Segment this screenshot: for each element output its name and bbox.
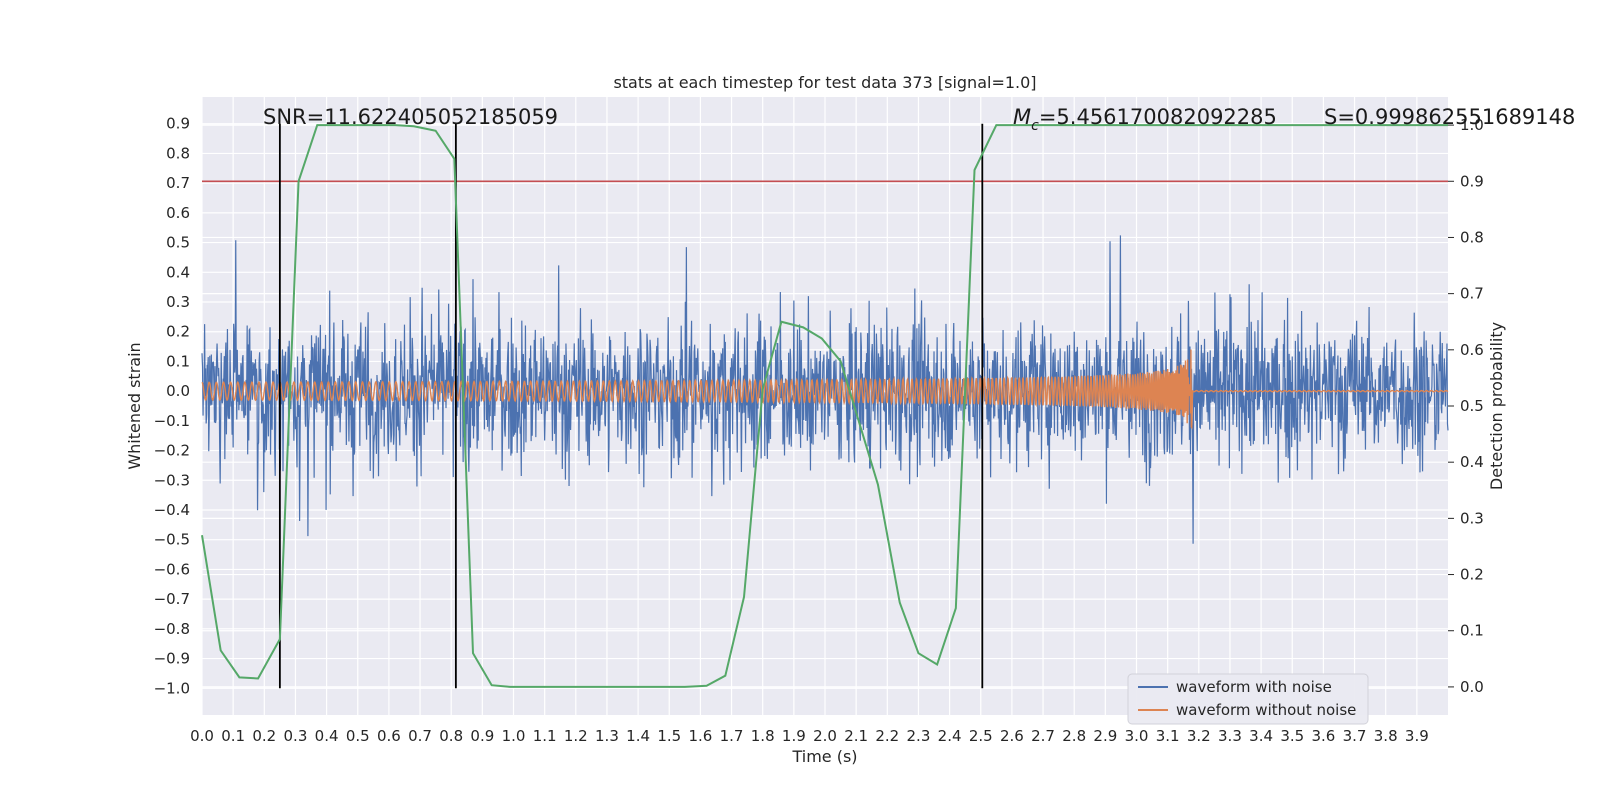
x-tick-label: 3.6 (1311, 727, 1335, 745)
x-tick-label: 2.8 (1062, 727, 1086, 745)
x-tick-label: 2.6 (1000, 727, 1024, 745)
y2-tick-label: 0.1 (1460, 622, 1484, 640)
x-tick-label: 1.7 (720, 727, 744, 745)
y2-axis-label: Detection probability (1487, 322, 1506, 490)
x-tick-labels: 0.0 0.1 0.2 0.3 0.4 0.5 0.6 0.7 0.8 0.9 1.0 1.1 1.2 1… (190, 727, 1429, 745)
x-tick-label: 1.0 (502, 727, 526, 745)
series-waveform-with-noise (201, 235, 1449, 544)
y2-tick-label: 0.5 (1460, 397, 1484, 415)
x-tick-label: 3.1 (1156, 727, 1180, 745)
x-tick-label: 0.9 (470, 727, 494, 745)
chirp-mass-value: =5.456170082092285 (1039, 105, 1277, 129)
x-tick-label: 2.1 (844, 727, 868, 745)
legend-label-clean: waveform without noise (1176, 701, 1356, 719)
x-tick-label: 1.1 (533, 727, 557, 745)
y2-tick-label: 1.0 (1460, 116, 1484, 134)
y-tick-labels: 0.9 0.8 0.7 0.6 0.5 0.4 0.3 0.2 0.1 0.0 −0.1 −0.2 −0… (154, 115, 190, 698)
chirp-mass-subscript: c (1031, 118, 1039, 134)
y-tick-label: 0.7 (166, 174, 190, 192)
y-tick-label: −0.7 (154, 590, 190, 608)
y-tick-label: 0.0 (166, 382, 190, 400)
grid-y (202, 123, 1448, 689)
x-tick-label: 1.3 (595, 727, 619, 745)
y-tick-label: 0.8 (166, 144, 190, 162)
x-tick-label: 1.4 (626, 727, 650, 745)
y2-tick-label: 0.2 (1460, 566, 1484, 584)
y-tick-label: 0.2 (166, 323, 190, 341)
y2-tick-labels: 1.0 0.9 0.8 0.7 0.6 0.5 0.4 0.3 0.2 0.1 0.0 (1460, 116, 1484, 696)
y-tick-label: 0.5 (166, 234, 190, 252)
chirp-mass-symbol: M (1013, 105, 1031, 129)
y-axis-label: Whitened strain (125, 342, 144, 469)
x-tick-label: 2.0 (813, 727, 837, 745)
legend-box (1127, 673, 1369, 725)
x-tick-label: 1.8 (751, 727, 775, 745)
x-tick-label: 3.9 (1405, 727, 1429, 745)
x-tick-label: 1.9 (782, 727, 806, 745)
x-axis-label: Time (s) (791, 747, 857, 766)
x-tick-label: 3.7 (1343, 727, 1367, 745)
x-tick-label: 3.3 (1218, 727, 1242, 745)
y-tick-label: −0.6 (154, 560, 190, 578)
x-tick-label: 2.2 (875, 727, 899, 745)
y-tick-label: −0.8 (154, 620, 190, 638)
y2-tick-label: 0.8 (1460, 228, 1484, 246)
x-tick-label: 0.4 (315, 727, 339, 745)
x-tick-label: 0.0 (190, 727, 214, 745)
chart-title: stats at each timestep for test data 373… (613, 73, 1036, 92)
x-tick-label: 2.3 (907, 727, 931, 745)
y-tick-label: 0.1 (166, 352, 190, 370)
series-waveform-without-noise (201, 349, 1449, 430)
y-tick-label: −0.4 (154, 501, 190, 519)
s-annotation: S=0.999862551689148 (1324, 105, 1575, 129)
series-layer (201, 123, 1449, 689)
x-tick-label: 2.9 (1093, 727, 1117, 745)
y-tick-label: −0.1 (154, 412, 190, 430)
x-tick-label: 1.2 (564, 727, 588, 745)
y2-tick-label: 0.0 (1460, 678, 1484, 696)
y-tick-label: 0.6 (166, 204, 190, 222)
y-tick-label: 0.3 (166, 293, 190, 311)
y2-tick-label: 0.9 (1460, 172, 1484, 190)
x-tick-label: 2.5 (969, 727, 993, 745)
legend-label-noisy: waveform with noise (1176, 678, 1332, 696)
y-tick-label: −0.3 (154, 471, 190, 489)
chirp-mass-annotation: Mc=5.456170082092285 (1013, 105, 1277, 134)
y2-tick-label: 0.7 (1460, 285, 1484, 303)
x-tick-label: 3.2 (1187, 727, 1211, 745)
x-tick-label: 3.8 (1374, 727, 1398, 745)
x-tick-label: 0.5 (346, 727, 370, 745)
x-tick-label: 0.3 (284, 727, 308, 745)
y-tick-label: −0.9 (154, 650, 190, 668)
x-tick-label: 0.1 (221, 727, 245, 745)
y2-tick-label: 0.6 (1460, 341, 1484, 359)
x-tick-label: 0.7 (408, 727, 432, 745)
x-tick-label: 3.5 (1280, 727, 1304, 745)
y-tick-label: 0.9 (166, 115, 190, 133)
x-tick-label: 2.7 (1031, 727, 1055, 745)
y-tick-label: 0.4 (166, 263, 190, 281)
x-tick-label: 3.4 (1249, 727, 1273, 745)
x-tick-label: 3.0 (1125, 727, 1149, 745)
series-detection-probability (201, 124, 1448, 688)
legend: waveform with noise waveform without noi… (1127, 673, 1369, 725)
y-tick-label: −0.2 (154, 442, 190, 460)
snr-annotation: SNR=11.622405052185059 (263, 105, 558, 129)
x-tick-label: 2.4 (938, 727, 962, 745)
x-tick-label: 0.6 (377, 727, 401, 745)
x-tick-label: 0.8 (439, 727, 463, 745)
x-tick-label: 1.5 (657, 727, 681, 745)
y2-tick-label: 0.4 (1460, 453, 1484, 471)
y-tick-label: −0.5 (154, 531, 190, 549)
x-tick-label: 0.2 (252, 727, 276, 745)
y2-tick-label: 0.3 (1460, 509, 1484, 527)
y-tick-label: −1.0 (154, 679, 190, 697)
x-tick-label: 1.6 (688, 727, 712, 745)
